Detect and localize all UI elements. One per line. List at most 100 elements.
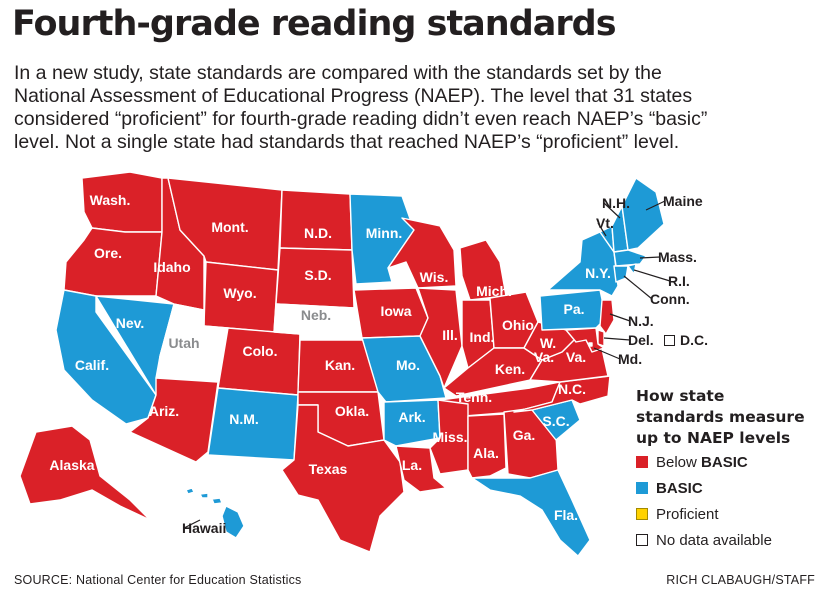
state-label-mich: Mich. [476,283,512,299]
state-del [597,329,605,347]
state-label-miss: Miss. [432,429,467,445]
state-label-minn: Minn. [366,225,403,241]
leader-line-del [603,337,631,341]
state-label-s-d: S.D. [304,267,331,283]
state-ill [417,287,463,389]
state-hawaii [185,487,245,539]
state-label-idaho: Idaho [153,259,190,275]
state-label-n-y: N.Y. [585,265,611,281]
legend-title-line: up to NAEP levels [636,429,791,447]
state-label-ken: Ken. [495,361,525,377]
state-label-n-j: N.J. [628,313,654,329]
state-colo [217,327,301,396]
leader-line-hawaii [183,519,201,529]
state-label-md: Md. [618,351,642,367]
legend-label-bold: BASIC [656,479,703,497]
state-label-ala: Ala. [473,445,499,461]
state-label-fla: Fla. [554,507,578,523]
state-minn [349,193,415,285]
leader-line-mass [639,256,661,259]
state-label-tenn: Tenn. [456,389,492,405]
legend-item-proficient: Proficient [636,501,821,527]
dc-key: D.C. [664,332,708,348]
state-label-nev: Nev. [116,315,145,331]
leader-line-n-h [603,202,621,219]
legend-label: Proficient [656,505,719,523]
state-maine [621,177,665,251]
proficient-swatch [636,508,648,520]
intro-line: National Assessment of Educational Progr… [14,85,693,107]
below-basic-swatch [636,456,648,468]
intro-text: In a new study, state standards are comp… [14,62,784,154]
state-label-n-h: N.H. [602,195,630,211]
state-miss [429,399,469,475]
state-n-c [513,375,611,413]
leader-line-maine [645,200,666,211]
state-label-hawaii: Hawaii [182,520,226,536]
credit-note: RICH CLABAUGH/STAFF [666,573,815,587]
legend-item-basic: BASIC [636,475,821,501]
state-label-va: Va. [566,349,586,365]
leader-line-vt [597,222,607,237]
state-label-ga: Ga. [513,427,536,443]
state-conn [613,265,629,283]
state-n-j [599,299,615,335]
state-label-ore: Ore. [94,245,122,261]
state-label-w-va: W. Va. [534,335,556,365]
state-label-calif: Calif. [75,357,109,373]
state-label-n-d: N.D. [304,225,332,241]
state-ark [383,399,441,447]
state-r-i [627,263,637,275]
state-label-kan: Kan. [325,357,355,373]
state-label-mo: Mo. [396,357,420,373]
state-mass [613,249,647,267]
state-alaska [19,425,151,521]
state-label-mass: Mass. [658,249,697,265]
state-label-del: Del. [628,332,654,348]
state-label-colo: Colo. [243,343,278,359]
source-note: SOURCE: National Center for Education St… [14,573,302,587]
leader-line-conn [623,275,653,300]
state-label-n-c: N.C. [558,381,586,397]
legend-label: No data available [656,531,772,549]
state-label-s-c: S.C. [542,413,569,429]
legend-title-line: How state [636,387,725,405]
state-label-ill: Ill. [442,327,458,343]
state-label-r-i: R.I. [668,273,690,289]
state-label-okla: Okla. [335,403,369,419]
state-label-ark: Ark. [398,409,425,425]
legend: How state standards measure up to NAEP l… [636,386,821,553]
intro-line: level. Not a single state had standards … [14,131,680,153]
state-label-utah: Utah [168,335,199,351]
page-title: Fourth-grade reading standards [12,4,617,44]
dc-label: D.C. [680,332,708,348]
state-label-conn: Conn. [650,291,690,307]
state-label-ariz: Ariz. [149,403,179,419]
dc-swatch [664,334,675,346]
state-calif [55,289,157,425]
state-label-pa: Pa. [563,301,584,317]
leader-line-n-j [609,313,631,322]
state-label-neb: Neb. [301,307,331,323]
state-texas [281,404,405,553]
state-label-n-m: N.M. [229,411,259,427]
state-ariz [129,377,219,463]
legend-title-line: standards measure [636,408,805,426]
state-d-c [588,342,593,347]
legend-label-prefix: Below [656,453,697,471]
state-label-maine: Maine [663,193,703,209]
state-label-la: La. [402,457,422,473]
leader-line-md [593,347,621,360]
state-label-wyo: Wyo. [223,285,256,301]
legend-title: How state standards measure up to NAEP l… [636,386,821,449]
state-labels: Wash. Ore. Calif. Nev. Idaho Mont. Wyo. Utah Col… [49,192,702,536]
state-label-alaska: Alaska [49,457,94,473]
state-label-wash: Wash. [90,192,131,208]
state-ore [63,227,163,297]
no-data-swatch [636,534,648,546]
state-label-wis: Wis. [420,269,449,285]
legend-item-below-basic: Below BASIC [636,449,821,475]
legend-label-bold: BASIC [701,453,748,471]
state-n-d [279,189,353,251]
